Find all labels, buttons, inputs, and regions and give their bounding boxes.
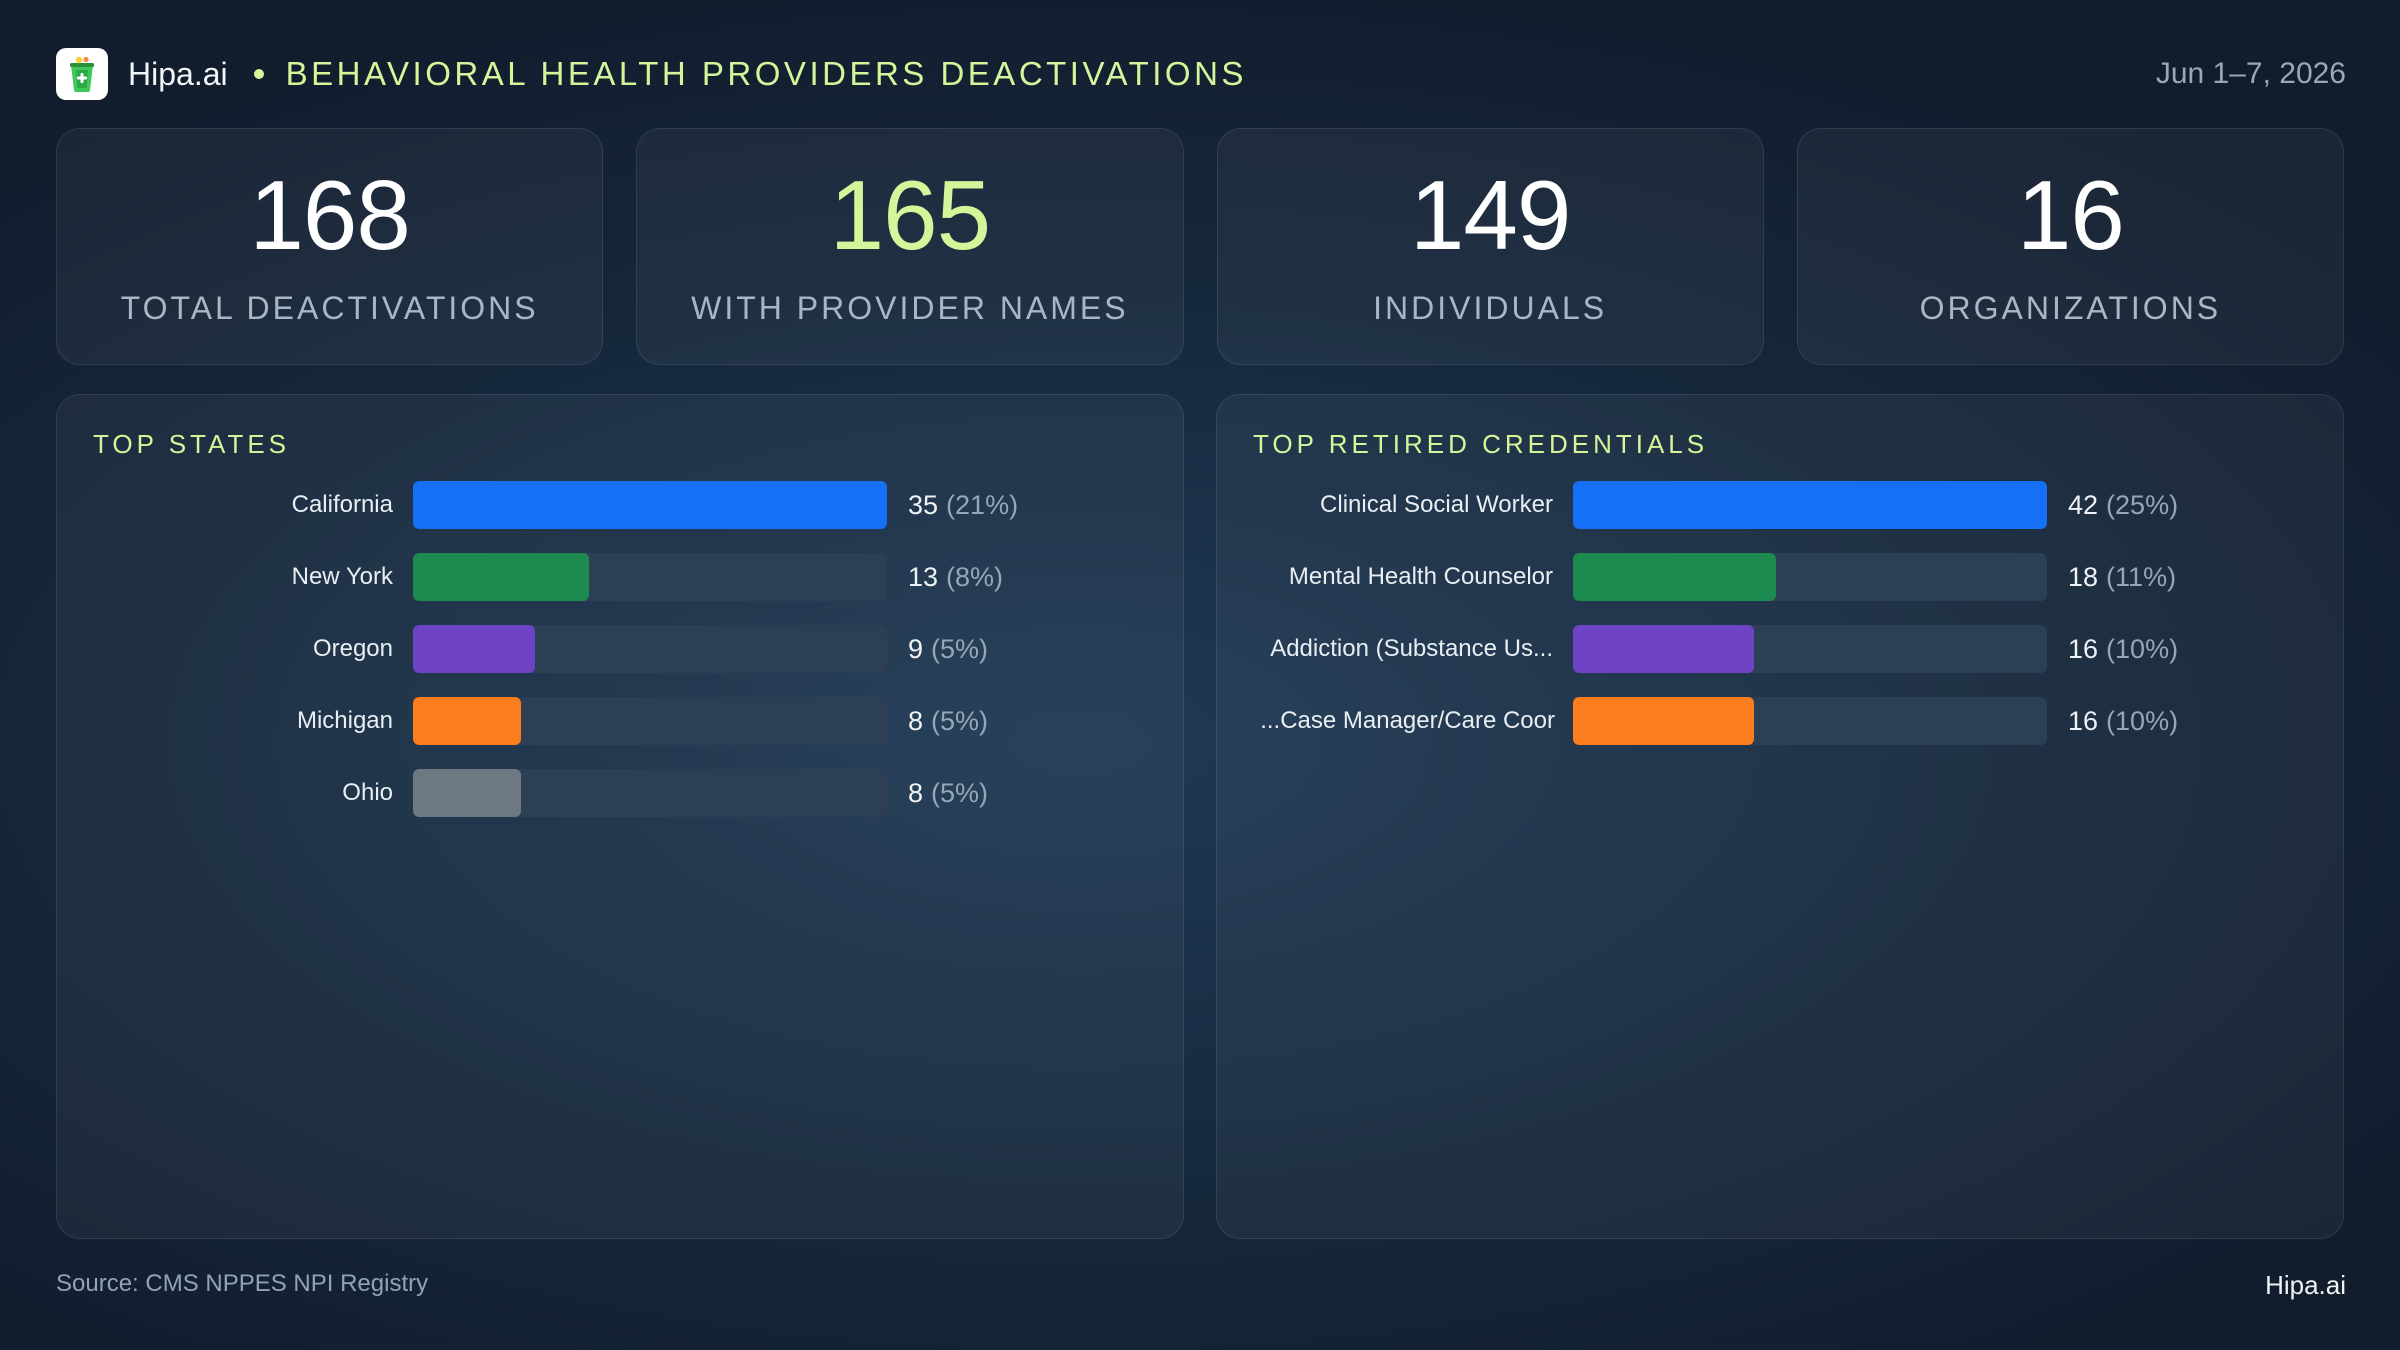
bar — [1573, 481, 2047, 529]
bar-label: New York — [291, 563, 393, 590]
date-range: Jun 1–7, 2026 — [2155, 57, 2346, 90]
bar-label: Addiction (Substance Us... — [1270, 635, 1553, 662]
bar-value-label: 13 (8%) — [908, 553, 1003, 601]
bar-count: 8 — [908, 706, 924, 736]
bar-percent: (10%) — [2106, 706, 2179, 736]
bar-value-label: 42 (25%) — [2068, 481, 2178, 529]
bar-count: 9 — [908, 634, 924, 664]
bar-track — [413, 625, 887, 673]
bar — [1573, 625, 1754, 673]
bar-label: California — [291, 491, 393, 518]
bar-track — [413, 553, 887, 601]
stat-value: 16 — [2016, 160, 2125, 270]
bar-count: 16 — [2068, 706, 2099, 736]
bar-label: Clinical Social Worker — [1320, 491, 1553, 518]
stat-label: WITH PROVIDER NAMES — [691, 290, 1129, 326]
bar-row: Michigan 8 (5%) — [57, 697, 1183, 745]
bar-value-label: 8 (5%) — [908, 769, 988, 817]
bar-value-label: 18 (11%) — [2068, 553, 2176, 601]
bar-row: Mental Health Counselor 18 (11%) — [1217, 553, 2343, 601]
stat-label: TOTAL DEACTIVATIONS — [120, 290, 539, 326]
top-states-chart: California 35 (21%) New York 13 (8%) Oregon 9 (5… — [57, 481, 1183, 841]
bar-percent: (25%) — [2106, 490, 2179, 520]
bar-percent: (10%) — [2106, 634, 2179, 664]
bar-count: 35 — [908, 490, 939, 520]
bar-row: Oregon 9 (5%) — [57, 625, 1183, 673]
stat-cards: 168 TOTAL DEACTIVATIONS 165 WITH PROVIDE… — [56, 128, 2344, 365]
header: Hipa.ai BEHAVIORAL HEALTH PROVIDERS DEAC… — [56, 46, 2346, 102]
stat-label: INDIVIDUALS — [1373, 290, 1608, 326]
bar-label: Ohio — [342, 779, 393, 806]
panel-title: TOP STATES — [93, 429, 291, 459]
stat-value: 165 — [829, 160, 992, 270]
bar-percent: (8%) — [946, 562, 1004, 592]
bar-track — [1573, 481, 2047, 529]
bar-value-label: 16 (10%) — [2068, 625, 2178, 673]
top-credentials-panel: TOP RETIRED CREDENTIALS Clinical Social … — [1216, 394, 2344, 1239]
bar-row: California 35 (21%) — [57, 481, 1183, 529]
bar-row: Addiction (Substance Us... 16 (10%) — [1217, 625, 2343, 673]
bar-label: Michigan — [296, 707, 393, 734]
bar-value-label: 16 (10%) — [2068, 697, 2178, 745]
bar-percent: (5%) — [931, 778, 989, 808]
top-credentials-chart: Clinical Social Worker 42 (25%) Mental Heal… — [1217, 481, 2343, 769]
brand-name: Hipa.ai — [128, 55, 228, 92]
bar-value-label: 35 (21%) — [908, 481, 1018, 529]
hipaa-logo-icon — [56, 48, 108, 100]
bar — [1573, 697, 1754, 745]
stat-card-with-names: 165 WITH PROVIDER NAMES — [636, 128, 1184, 365]
stat-card-total: 168 TOTAL DEACTIVATIONS — [56, 128, 604, 365]
bar — [413, 553, 590, 601]
bar-percent: (11%) — [2106, 562, 2177, 592]
bar-row: New York 13 (8%) — [57, 553, 1183, 601]
stat-value: 168 — [249, 160, 411, 270]
bar-label: Oregon — [312, 635, 393, 662]
bar — [413, 625, 535, 673]
bar — [1573, 553, 1777, 601]
page-title: BEHAVIORAL HEALTH PROVIDERS DEACTIVATION… — [285, 55, 1247, 92]
bar-value-label: 9 (5%) — [908, 625, 988, 673]
bar-row: Clinical Social Worker 42 (25%) — [1217, 481, 2343, 529]
panel-title: TOP RETIRED CREDENTIALS — [1253, 429, 1709, 459]
bar-count: 16 — [2068, 634, 2099, 664]
bar — [413, 769, 522, 817]
bar-row: Case Manager/Care Coor... 16 (10%) — [1217, 697, 2343, 745]
bar-percent: (5%) — [931, 634, 989, 664]
bar — [413, 481, 887, 529]
bar-percent: (5%) — [931, 706, 989, 736]
bar-count: 13 — [908, 562, 939, 592]
bar — [413, 697, 522, 745]
bar-track — [413, 481, 887, 529]
footer-brand: Hipa.ai — [2265, 1270, 2346, 1300]
bar-value-label: 8 (5%) — [908, 697, 988, 745]
top-states-panel: TOP STATES California 35 (21%) New York 13 (8… — [56, 394, 1184, 1239]
bar-label: Case Manager/Care Coor... — [1260, 707, 1555, 734]
source-note: Source: CMS NPPES NPI Registry — [56, 1270, 429, 1297]
bar-row: Ohio 8 (5%) — [57, 769, 1183, 817]
bar-count: 42 — [2068, 490, 2099, 520]
bar-track — [1573, 697, 2047, 745]
bar-label: Mental Health Counselor — [1288, 563, 1553, 590]
bar-count: 8 — [908, 778, 924, 808]
separator-dot — [253, 69, 264, 79]
stat-label: ORGANIZATIONS — [1919, 290, 2222, 326]
bar-track — [413, 697, 887, 745]
bar-track — [1573, 553, 2047, 601]
bar-track — [1573, 625, 2047, 673]
bar-count: 18 — [2068, 562, 2099, 592]
bar-track — [413, 769, 887, 817]
stat-value: 149 — [1409, 160, 1572, 270]
stat-card-individuals: 149 INDIVIDUALS — [1216, 128, 1764, 365]
bar-percent: (21%) — [946, 490, 1019, 520]
stat-card-organizations: 16 ORGANIZATIONS — [1796, 128, 2344, 365]
